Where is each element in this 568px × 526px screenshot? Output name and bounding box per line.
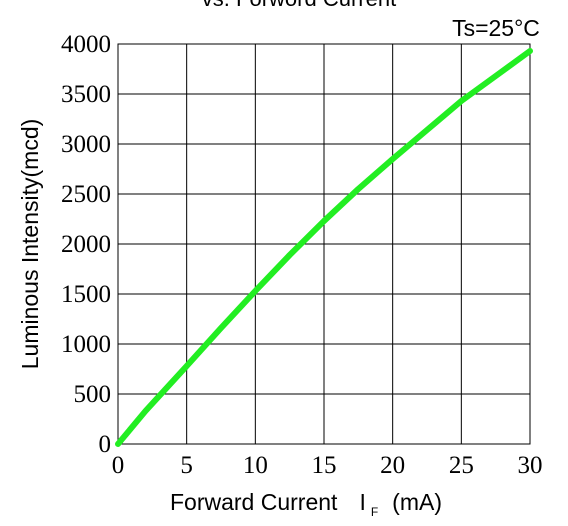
chart-title: vs. Forword Current xyxy=(202,0,396,11)
x-tick-labels: 0 5 10 15 20 25 30 xyxy=(112,452,543,479)
x-tick-label: 30 xyxy=(518,452,543,479)
y-tick-label: 3000 xyxy=(61,131,111,158)
grid xyxy=(118,44,530,444)
x-tick-label: 10 xyxy=(243,452,268,479)
x-axis-label-symbol: I xyxy=(359,489,365,515)
x-tick-label: 0 xyxy=(112,452,125,479)
series-line xyxy=(115,48,533,447)
x-axis-label-unit: (mA) xyxy=(392,489,442,515)
y-tick-label: 0 xyxy=(99,431,112,458)
y-tick-label: 3500 xyxy=(61,81,111,108)
y-axis-label: Luminous Intensity(mcd) xyxy=(17,119,43,370)
x-axis-label-subscript: F xyxy=(371,505,378,519)
x-tick-label: 20 xyxy=(380,452,405,479)
condition-label: Ts=25°C xyxy=(452,15,540,41)
x-axis-label-text: Forward Current xyxy=(170,489,338,515)
y-tick-label: 1000 xyxy=(61,331,111,358)
x-axis-label: Forward Current I F (mA) xyxy=(170,489,442,520)
x-tick-label: 5 xyxy=(180,452,193,479)
y-tick-label: 1500 xyxy=(61,281,111,308)
y-tick-labels: 0 500 1000 1500 2000 2500 3000 3500 4000 xyxy=(61,31,111,458)
x-tick-label: 15 xyxy=(312,452,337,479)
y-tick-label: 4000 xyxy=(61,31,111,58)
x-tick-label: 25 xyxy=(449,452,474,479)
plot-frame xyxy=(117,43,531,445)
y-tick-label: 500 xyxy=(74,381,112,408)
y-tick-label: 2000 xyxy=(61,231,111,258)
y-tick-label: 2500 xyxy=(61,181,111,208)
